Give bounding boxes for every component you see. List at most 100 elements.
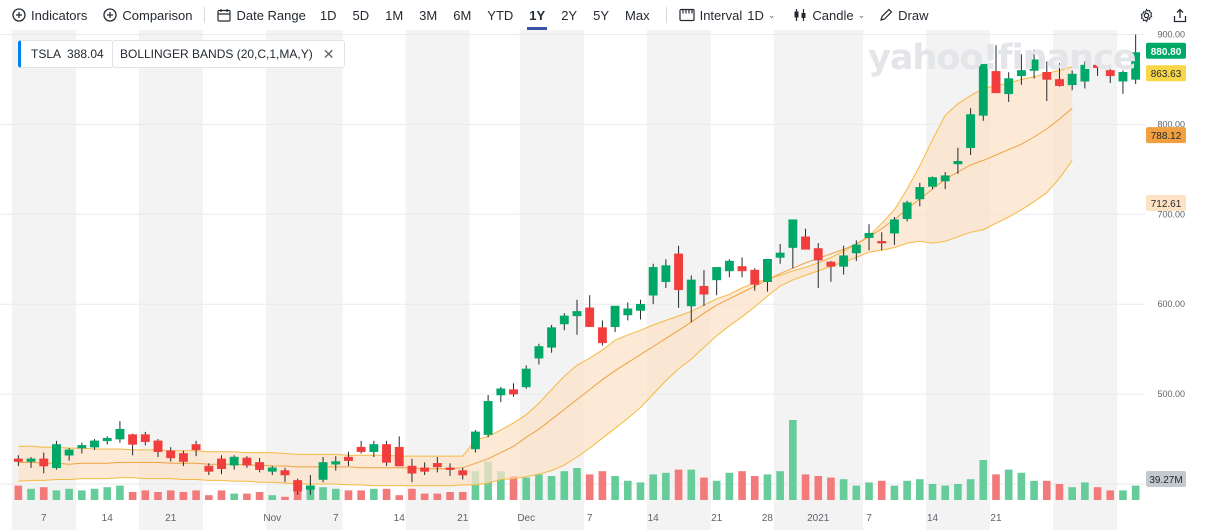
candle-up bbox=[1029, 59, 1039, 71]
chart-toolbar: Indicators Comparison Date Range 1D 5D 1M 3… bbox=[0, 0, 1205, 30]
candle-up bbox=[724, 260, 734, 272]
range-3m[interactable]: 3M bbox=[419, 7, 438, 23]
share-button[interactable] bbox=[1173, 0, 1187, 30]
x-tick-label: 7 bbox=[866, 513, 872, 524]
week-shade bbox=[12, 30, 26, 530]
volume-bar bbox=[192, 490, 200, 500]
range-max[interactable]: Max bbox=[625, 7, 650, 23]
candle-down bbox=[217, 458, 226, 469]
range-6m[interactable]: 6M bbox=[453, 7, 472, 23]
volume-bar bbox=[839, 479, 848, 500]
x-tick-label: 21 bbox=[457, 513, 469, 524]
candle-down bbox=[407, 465, 417, 474]
last-price-tag-bg bbox=[1146, 42, 1186, 59]
volume-bar bbox=[14, 485, 23, 500]
volume-bar bbox=[636, 482, 645, 500]
calendar-icon bbox=[217, 9, 232, 22]
volume-bar bbox=[827, 477, 835, 500]
candle-up bbox=[864, 232, 874, 238]
volume-bar bbox=[928, 484, 937, 500]
volume-bar bbox=[268, 495, 277, 500]
candle-up bbox=[115, 428, 125, 440]
y-tick-label: 800.00 bbox=[1157, 119, 1185, 129]
plus-circle-icon bbox=[12, 8, 26, 22]
candle-up bbox=[839, 255, 849, 267]
date-range-label: Date Range bbox=[236, 7, 306, 23]
candle-up bbox=[534, 346, 544, 359]
range-ytd[interactable]: YTD bbox=[487, 7, 514, 23]
week-shade bbox=[278, 30, 292, 530]
candle-up bbox=[496, 388, 506, 396]
volume-bar bbox=[52, 490, 61, 500]
candle-up bbox=[1067, 73, 1077, 86]
week-shade bbox=[37, 30, 51, 530]
week-shade bbox=[418, 30, 432, 530]
week-shade bbox=[926, 30, 940, 530]
range-selector: 1D 5D 1M 3M 6M YTD 1Y 2Y 5Y Max bbox=[312, 0, 658, 30]
candle-up bbox=[788, 219, 798, 248]
volume-bar bbox=[611, 476, 619, 500]
week-shade bbox=[138, 30, 153, 530]
upper-band-tag: 863.63 bbox=[1151, 69, 1182, 80]
chart-type-button[interactable]: Candle ⌄ bbox=[789, 0, 869, 30]
date-range-button[interactable]: Date Range bbox=[213, 0, 309, 30]
last-price-tag: 880.80 bbox=[1151, 47, 1182, 58]
volume-bar bbox=[966, 479, 975, 500]
volume-bar bbox=[1017, 472, 1026, 500]
volume-bar bbox=[979, 460, 988, 500]
candle-up bbox=[64, 449, 74, 456]
volume-bar bbox=[65, 488, 73, 500]
range-5y[interactable]: 5Y bbox=[593, 7, 610, 23]
candle-up bbox=[1131, 52, 1141, 80]
volume-bar bbox=[230, 493, 238, 500]
comparison-button[interactable]: Comparison bbox=[99, 0, 196, 30]
x-tick-label: 7 bbox=[41, 513, 47, 524]
volume-bar bbox=[217, 490, 226, 500]
candle-down bbox=[737, 266, 747, 272]
week-shade bbox=[405, 30, 419, 530]
volume-bar bbox=[382, 488, 391, 500]
interval-icon bbox=[678, 8, 695, 22]
candle-up bbox=[928, 177, 937, 187]
middle-band-tag: 788.12 bbox=[1151, 131, 1182, 142]
candle-down bbox=[394, 446, 404, 467]
candle-up bbox=[331, 461, 341, 465]
symbol-legend[interactable]: TSLA 388.04 bbox=[18, 40, 113, 68]
candle-up bbox=[686, 279, 696, 307]
candle-down bbox=[255, 462, 265, 470]
candle-down bbox=[1055, 79, 1064, 86]
draw-button[interactable]: Draw bbox=[875, 0, 932, 30]
interval-button[interactable]: Interval 1D ⌄ bbox=[675, 0, 780, 30]
volume-bar bbox=[281, 496, 289, 500]
week-shade bbox=[849, 30, 864, 530]
week-shade bbox=[430, 30, 445, 530]
price-chart[interactable]: 900.00800.00700.00600.00500.00400.007142… bbox=[0, 30, 1205, 530]
candle-down bbox=[420, 467, 430, 472]
volume-bar bbox=[801, 474, 810, 500]
candle-down bbox=[1042, 72, 1052, 80]
range-1m[interactable]: 1M bbox=[385, 7, 404, 23]
candle-down bbox=[153, 440, 163, 452]
indicators-button[interactable]: Indicators bbox=[8, 0, 91, 30]
draw-label: Draw bbox=[898, 7, 929, 23]
volume-bar bbox=[39, 487, 48, 500]
week-shade bbox=[291, 30, 305, 530]
settings-button[interactable] bbox=[1139, 0, 1154, 30]
range-2y[interactable]: 2Y bbox=[561, 7, 578, 23]
candle-down bbox=[432, 463, 442, 468]
candle-down bbox=[204, 465, 214, 472]
volume-bar bbox=[1004, 469, 1013, 500]
x-tick-label: 21 bbox=[990, 513, 1002, 524]
candle-up bbox=[953, 161, 963, 165]
range-1d[interactable]: 1D bbox=[319, 7, 337, 23]
week-shade bbox=[189, 30, 203, 530]
indicator-legend[interactable]: BOLLINGER BANDS (20,C,1,MA,Y) ✕ bbox=[112, 40, 346, 68]
close-icon[interactable]: ✕ bbox=[322, 45, 335, 62]
volume-bar bbox=[877, 480, 886, 500]
candle-down bbox=[509, 389, 518, 395]
volume-bar bbox=[954, 484, 962, 500]
candle-down bbox=[801, 236, 810, 250]
volume-bar bbox=[687, 469, 696, 500]
range-5d[interactable]: 5D bbox=[352, 7, 370, 23]
range-1y[interactable]: 1Y bbox=[521, 0, 553, 30]
